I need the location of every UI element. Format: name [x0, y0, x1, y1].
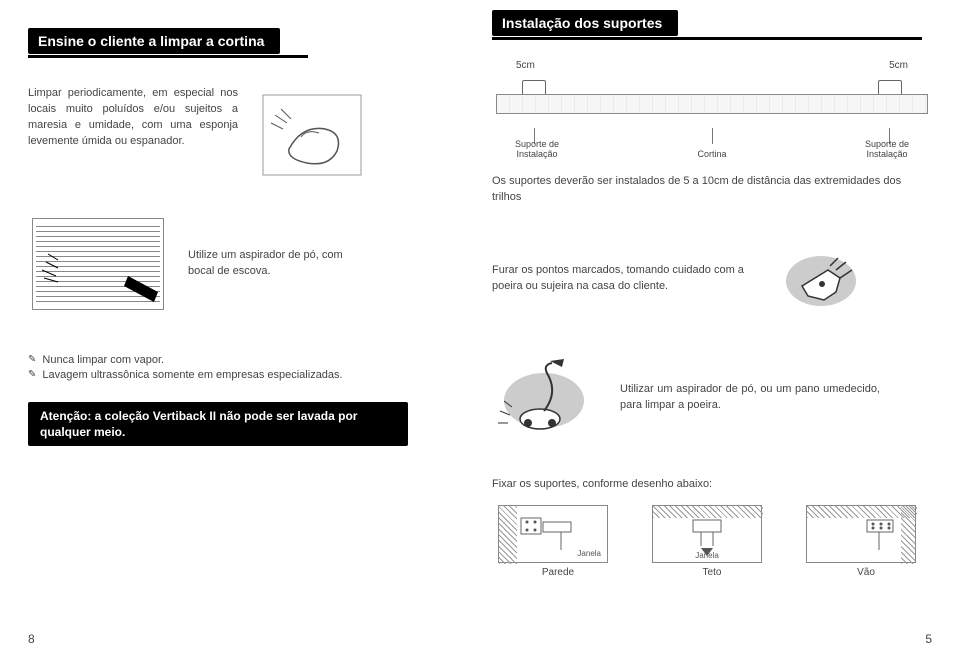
sponge-figure — [252, 86, 372, 186]
mount-figures: Janela Parede Janela Teto — [492, 505, 932, 578]
lead-label-center: Cortina — [691, 150, 733, 160]
drill-figure — [780, 242, 865, 317]
left-title: Ensine o cliente a limpar a cortina — [28, 28, 280, 54]
fix-title: Fixar os suportes, conforme desenho abai… — [492, 477, 932, 493]
warning-bar: Atenção: a coleção Vertiback II não pode… — [28, 402, 408, 446]
mount-ceiling: Janela Teto — [652, 505, 772, 578]
right-paragraph-1: Os suportes deverão ser instalados de 5 … — [492, 174, 932, 206]
vacuum-figure — [492, 353, 602, 443]
dim-right: 5cm — [889, 60, 908, 71]
lead-label-left: Suporte de Instalação — [508, 140, 566, 160]
blinds-vacuum-figure — [28, 214, 168, 314]
lead-label-right: Suporte de Instalação — [858, 140, 916, 160]
bullet-1: Nunca limpar com vapor. — [42, 354, 164, 366]
mount-label-1: Parede — [498, 567, 618, 578]
dim-left: 5cm — [516, 60, 535, 71]
left-paragraph-2: Utilize um aspirador de pó, com bocal de… — [188, 248, 358, 280]
bullet-list: ✎ Nunca limpar com vapor. ✎ Lavagem ultras… — [28, 354, 468, 381]
page-number-right: 5 — [925, 632, 932, 646]
right-paragraph-2: Furar os pontos marcados, tomando cuidad… — [492, 263, 762, 295]
rail-icon — [496, 94, 928, 114]
janela-label: Janela — [695, 551, 719, 560]
right-title-underline — [492, 37, 922, 40]
mount-label-2: Teto — [652, 567, 772, 578]
bullet-icon: ✎ — [28, 369, 36, 381]
leader-line — [712, 128, 713, 144]
left-title-underline — [28, 55, 308, 58]
support-diagram: 5cm 5cm Suporte de Instalação Cortina Su… — [492, 70, 932, 140]
janela-label: Janela — [577, 549, 601, 558]
page-number-left: 8 — [28, 632, 35, 646]
bullet-icon: ✎ — [28, 354, 36, 366]
bullet-2: Lavagem ultrassônica somente em empresas… — [42, 369, 342, 381]
mount-recess: Vão — [806, 505, 926, 578]
left-paragraph-1: Limpar periodicamente, em especial nos l… — [28, 86, 238, 186]
mount-label-3: Vão — [806, 567, 926, 578]
right-paragraph-3: Utilizar um aspirador de pó, ou um pano … — [620, 382, 880, 414]
right-title: Instalação dos suportes — [492, 10, 678, 36]
mount-wall: Janela Parede — [498, 505, 618, 578]
